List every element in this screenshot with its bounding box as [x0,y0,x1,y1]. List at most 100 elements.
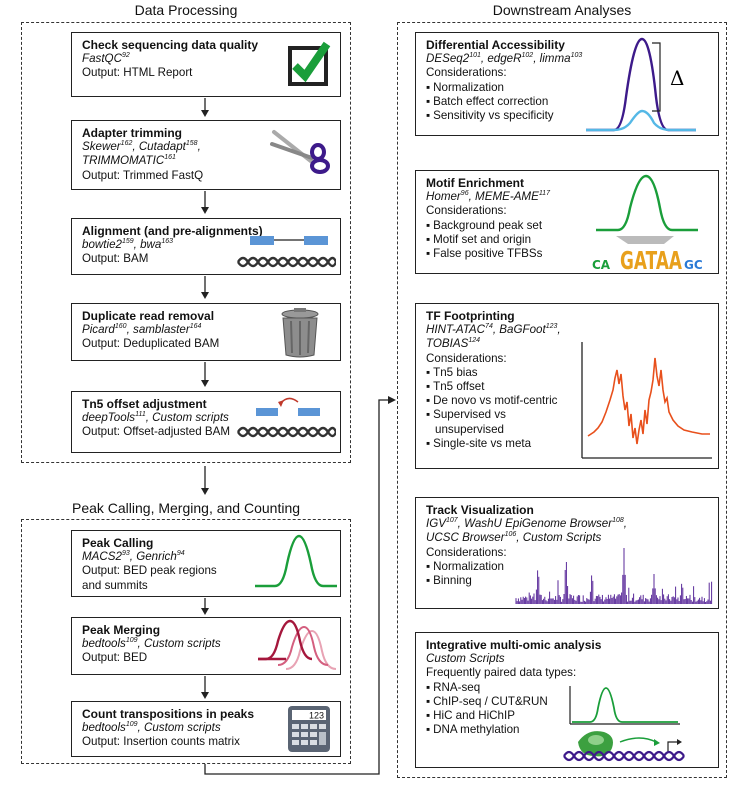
merging-title: Peak Merging [82,623,161,637]
trim-ref-3: 161 [164,154,176,162]
merge-tool-1: bedtools [82,637,126,651]
tf-title: TF Footprinting [426,309,515,323]
data-processing-panel [21,22,351,463]
count-title: Count transpositions in peaks [82,707,255,721]
qc-box: Check sequencing data quality FastQC92 O… [71,32,341,97]
dedup-ref-2: 164 [189,323,202,331]
motif-box: Motif Enrichment Homer96, MEME-AME117 Co… [415,170,719,274]
multiomic-considerations: Frequently paired data types: [426,666,577,680]
peak-calling-title: Peak Calling, Merging, and Counting [71,500,301,516]
delta-symbol: Δ [670,66,684,90]
qc-ref: 92 [121,52,130,60]
tf-item: Tn5 offset [426,380,710,394]
arrow-1 [201,98,209,117]
tn5-ref-1: 111 [135,411,146,419]
motif-peak-icon: GATAA CA GC [592,174,703,272]
align-ref-2: 163 [161,238,174,246]
count-tool-1: bedtools [82,721,126,735]
diff-tool-3: limma [539,52,571,66]
tf-item: Single-site vs meta [426,437,710,451]
tf-tool-3: TOBIAS [426,337,469,351]
dna-offset-icon [236,397,336,438]
motif-logo: GATAA [620,246,682,272]
motif-item: Motif set and origin [426,233,710,247]
diff-ref-1: 101 [469,52,481,60]
dedup-ref-1: 160 [114,323,127,331]
arrow-5 [201,466,209,495]
diff-ref-3: 103 [570,52,583,60]
trim-tool-3: TRIMMOMATIC [82,154,165,168]
diff-title: Differential Accessibility [426,38,565,52]
tf-ref-3: 124 [468,337,480,345]
peak-output-2: and summits [82,578,148,592]
multiomic-item: DNA methylation [426,723,710,737]
diff-item: Sensitivity vs specificity [426,109,710,123]
align-output: Output: BAM [82,252,149,266]
genome-track-icon [515,548,713,604]
peak-calling-panel [21,519,351,764]
peak-calling-box: Peak Calling MACS293, Genrich94 Output: … [71,530,341,597]
motif-tool-2: MEME-AME [475,190,539,204]
multiomic-tool: Custom Scripts [426,652,505,666]
peak-ref-2: 94 [176,550,185,558]
multiomic-icon [563,686,685,762]
merge-tool-2: Custom scripts [143,637,221,651]
diff-item: Normalization [426,81,710,95]
count-output: Output: Insertion counts matrix [82,735,240,749]
dna-alignment-icon [236,236,336,268]
tn5-output: Output: Offset-adjusted BAM [82,425,231,439]
merge-output: Output: BED [82,651,148,665]
calculator-display: 123 [309,711,324,721]
diff-tool-2: edgeR [487,52,522,66]
track-considerations: Considerations: [426,545,507,559]
motif-title: Motif Enrichment [426,176,524,190]
scissors-icon [270,130,330,174]
trim-ref-2: 158 [185,140,198,148]
arrow-2 [201,191,209,214]
merged-peaks-icon [258,619,337,670]
diff-considerations: Considerations: [426,66,507,80]
dedup-title: Duplicate read removal [82,309,215,323]
tf-item: Tn5 bias [426,366,710,380]
align-title: Alignment (and pre-alignments) [82,224,263,238]
tf-tool-2: BaGFoot [499,323,546,337]
track-tool-4: Custom Scripts [522,531,602,545]
track-ref-2: 108 [612,517,624,525]
merge-ref-1: 109 [125,637,138,645]
motif-item: Background peak set [426,219,710,233]
peak-tool-2: Genrich [136,550,177,564]
diff-ref-2: 102 [521,52,534,60]
track-item: Binning [426,574,710,588]
track-box: Track Visualization IGV107, WashU EpiGen… [415,497,719,609]
trash-can-icon [281,308,319,358]
differential-peaks-icon: Δ [586,37,696,132]
motif-tool-1: Homer [426,190,461,204]
track-title: Track Visualization [426,503,534,517]
qc-title: Check sequencing data quality [82,38,259,52]
count-ref-1: 109 [125,721,138,729]
motif-logo-right: GC [684,258,703,272]
diff-box: Differential Accessibility DESeq2101, ed… [415,32,719,136]
peak-icon [255,534,337,588]
tn5-tool-2: Custom scripts [152,411,229,425]
multiomic-item: RNA-seq [426,681,710,695]
multiomic-title: Integrative multi-omic analysis [426,638,602,652]
tn5-tool-1: deepTools [82,411,136,425]
trim-ref-1: 162 [120,140,133,148]
arrow-3 [201,276,209,299]
tf-considerations: Considerations: [426,351,507,365]
multiomic-item: ChIP-seq / CUT&RUN [426,695,710,709]
trim-tool-2: Cutadapt [138,140,186,154]
tn5-title: Tn5 offset adjustment [82,397,207,411]
align-ref-1: 159 [121,238,134,246]
align-tool-1: bowtie2 [82,238,122,252]
count-tool-2: Custom scripts [143,721,221,735]
motif-considerations: Considerations: [426,204,507,218]
tf-item-continued: unsupervised [435,422,504,436]
qc-output: Output: HTML Report [82,66,193,80]
dedup-output: Output: Deduplicated BAM [82,337,220,351]
align-tool-2: bwa [140,238,162,252]
diff-item: Batch effect correction [426,95,710,109]
tf-tool-1: HINT-ATAC [426,323,486,337]
calculator-icon: 123 [288,706,330,752]
